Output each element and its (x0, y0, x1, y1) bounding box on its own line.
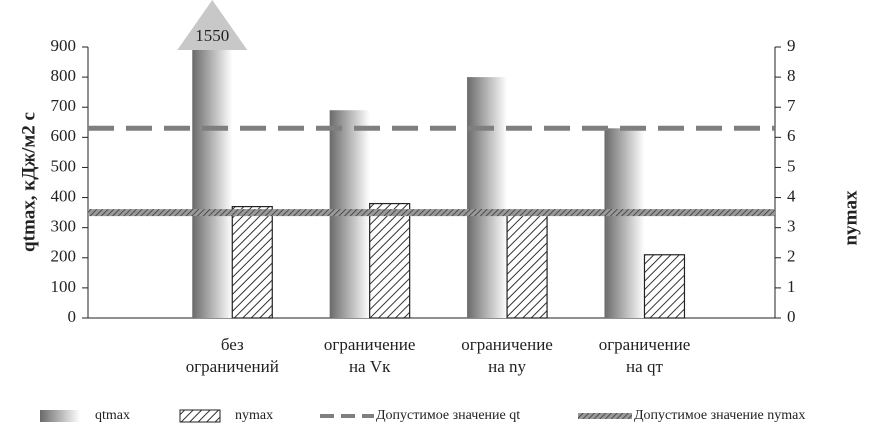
x-tick-label: без ограничений (186, 335, 279, 376)
legend-label: qtmax (95, 408, 130, 423)
y-tick-label: 400 (51, 186, 77, 205)
bar (192, 47, 233, 318)
x-tick-label: ограничение на ny (461, 335, 553, 376)
legend-label: Допустимое значение qt (376, 408, 520, 423)
y2-tick-label: 5 (787, 156, 796, 175)
y-tick-label: 0 (68, 307, 77, 326)
legend-swatch (179, 409, 221, 423)
y2-tick-label: 0 (787, 307, 796, 326)
y-tick-label: 100 (51, 277, 77, 296)
y-tick-label: 600 (51, 126, 77, 145)
bar (231, 205, 273, 319)
legend-swatch (578, 413, 632, 419)
y-tick-label: 500 (51, 156, 77, 175)
y2-tick-label: 3 (787, 217, 796, 236)
bar (467, 77, 508, 318)
y2-tick-label: 2 (787, 247, 796, 266)
plot-area (192, 47, 686, 319)
overflow-marker (177, 0, 248, 50)
y-tick-label: 300 (51, 217, 77, 236)
bar (604, 128, 645, 318)
y2-tick-label: 7 (787, 96, 796, 115)
y2-tick-label: 6 (787, 126, 796, 145)
y-tick-label: 900 (51, 36, 77, 55)
legend-label: Допустимое значение nymax (634, 408, 805, 423)
y-tick-label: 800 (51, 66, 77, 85)
value-label: 1550 (195, 26, 229, 45)
bar (506, 212, 548, 319)
x-tick-label: ограничение на Vк (324, 335, 416, 376)
y2-tick-label: 9 (787, 36, 796, 55)
x-tick-label: ограничение на qт (599, 335, 691, 376)
threshold-line (88, 209, 775, 217)
y-tick-label: 200 (51, 247, 77, 266)
y2-tick-label: 8 (787, 66, 796, 85)
legend-label: nymax (235, 408, 273, 423)
bar (369, 202, 411, 319)
y2-tick-label: 1 (787, 277, 796, 296)
y2-tick-label: 4 (787, 186, 796, 205)
legend-swatch (40, 410, 80, 422)
bar (643, 254, 686, 319)
y-tick-label: 700 (51, 96, 77, 115)
y-axis-title: qtmax, кДж/м2 с (18, 112, 39, 252)
y2-axis-title: nymax (840, 190, 861, 245)
